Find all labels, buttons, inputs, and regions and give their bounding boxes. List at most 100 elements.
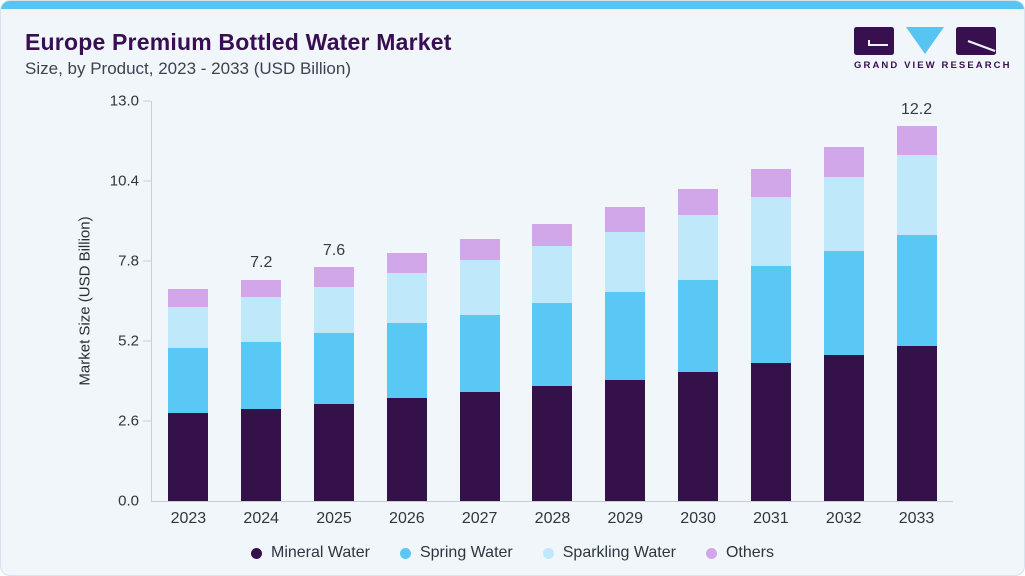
bar-2029-segment-others [605, 206, 646, 232]
x-tick-label-2032: 2032 [825, 510, 862, 527]
bar-2030-segment-others [678, 188, 719, 215]
bar-2026 [386, 101, 427, 501]
bar-2023-segment-spring-water [168, 348, 209, 414]
bar-2032 [823, 101, 864, 501]
legend: Mineral Water Spring Water Sparkling Water… [1, 544, 1024, 562]
y-tick-mark [143, 420, 151, 422]
bar-2027-segment-spring-water [459, 314, 500, 393]
bar-2026-segment-others [386, 252, 427, 273]
bar-2033: 12.2 [896, 100, 937, 501]
bar-2024-segment-spring-water [241, 341, 282, 409]
plot-area: 0.0 2.6 5.2 7.8 10.4 13.0 7.2 7.6 12.2 2023 2024… [110, 93, 953, 527]
bar-2029-segment-spring-water [605, 292, 646, 381]
y-tick-label: 13.0 [109, 92, 139, 110]
legend-dot-icon [542, 547, 554, 559]
bar-2033-segment-spring-water [896, 235, 937, 346]
bar-2027-segment-mineral-water [459, 392, 500, 501]
x-tick-label-2025: 2025 [316, 510, 352, 527]
total-label-2024: 7.2 [250, 254, 273, 272]
bar-2032-segment-others [823, 146, 864, 178]
bar-2030 [678, 101, 719, 501]
legend-dot-icon [399, 547, 411, 559]
bar-2028 [532, 101, 573, 501]
y-tick-mark [143, 180, 151, 182]
bar-2029-segment-sparkling-water [605, 231, 646, 293]
bar-2023 [168, 101, 209, 501]
bar-2033-segment-others [896, 125, 937, 156]
bar-2023-segment-sparkling-water [168, 306, 209, 349]
bar-2025-segment-spring-water [314, 333, 355, 404]
bar-2032-segment-sparkling-water [823, 177, 864, 251]
bar-2026-segment-mineral-water [386, 398, 427, 501]
legend-item-sparkling-water: Sparkling Water [542, 544, 676, 562]
bar-2027-segment-sparkling-water [459, 259, 500, 315]
x-tick-label-2026: 2026 [389, 510, 425, 527]
bar-2025-segment-sparkling-water [314, 286, 355, 334]
bar-2031 [750, 101, 791, 501]
bar-2030-segment-spring-water [678, 279, 719, 373]
bar-2025-segment-mineral-water [314, 403, 355, 501]
y-tick-label: 7.8 [118, 252, 139, 270]
legend-item-spring-water: Spring Water [399, 544, 513, 562]
bar-2023-segment-others [168, 288, 209, 307]
total-label-2025: 7.6 [322, 242, 346, 260]
bar-2028-segment-mineral-water [532, 386, 573, 501]
x-tick-label-2023: 2023 [170, 510, 207, 527]
legend-item-mineral-water: Mineral Water [250, 544, 370, 562]
bar-2029-segment-mineral-water [605, 380, 646, 501]
x-tick-label-2028: 2028 [534, 510, 571, 527]
bar-2026-segment-sparkling-water [386, 272, 427, 324]
bar-2031-segment-spring-water [750, 265, 791, 364]
x-tick-label-2030: 2030 [680, 510, 716, 527]
bar-2033-segment-mineral-water [896, 345, 937, 501]
legend-label: Spring Water [419, 544, 513, 561]
y-tick-mark [143, 100, 151, 102]
logo-text: GRAND VIEW RESEARCH [854, 60, 1012, 71]
legend-label: Others [725, 544, 774, 561]
bar-2028-segment-others [532, 223, 573, 246]
legend-dot-icon [705, 547, 717, 559]
bar-2033-segment-sparkling-water [896, 155, 937, 236]
bar-2030-segment-sparkling-water [678, 214, 719, 280]
bar-2024-segment-sparkling-water [241, 297, 282, 342]
bar-2023-segment-mineral-water [168, 413, 209, 501]
x-axis-labels: 2023 2024 2025 2026 2027 2028 2029 2030 2031 2032… [152, 510, 953, 528]
bar-2032-segment-spring-water [823, 250, 864, 356]
logo-r-mark-icon [956, 27, 996, 55]
bar-2024-segment-others [241, 279, 282, 298]
bar-2028-segment-sparkling-water [532, 245, 573, 304]
legend-label: Sparkling Water [562, 544, 676, 561]
y-axis-title: Market Size (USD Billion) [76, 216, 94, 386]
bars-container: 7.2 7.6 12.2 [152, 101, 953, 501]
y-tick-mark [143, 340, 151, 342]
y-tick-label: 5.2 [118, 332, 139, 350]
legend-item-others: Others [705, 544, 774, 562]
x-tick-label-2031: 2031 [753, 510, 789, 527]
y-tick-label: 10.4 [109, 172, 139, 190]
bar-2027-segment-others [459, 238, 500, 260]
bar-2032-segment-mineral-water [823, 355, 864, 501]
x-tick-label-2024: 2024 [243, 510, 280, 527]
x-tick-label-2027: 2027 [461, 510, 498, 527]
bar-2028-segment-spring-water [532, 303, 573, 387]
y-tick-label: 0.0 [118, 492, 139, 510]
bar-2025: 7.6 [314, 101, 355, 501]
logo-g-mark-icon [854, 27, 894, 55]
bar-2024-segment-mineral-water [241, 408, 282, 501]
bar-2025-segment-others [314, 267, 355, 287]
legend-label: Mineral Water [270, 544, 370, 561]
logo-v-mark-icon [906, 27, 944, 54]
bar-2031-segment-sparkling-water [750, 196, 791, 266]
bar-2031-segment-others [750, 168, 791, 197]
bar-2024: 7.2 [241, 101, 282, 501]
bar-2030-segment-mineral-water [678, 372, 719, 501]
bar-2031-segment-mineral-water [750, 363, 791, 501]
y-tick-label: 2.6 [118, 412, 139, 430]
chart-subtitle: Size, by Product, 2023 - 2033 (USD Billi… [25, 59, 351, 78]
total-label-2033: 12.2 [900, 100, 933, 118]
x-tick-label-2029: 2029 [607, 510, 644, 527]
legend-dot-icon [250, 547, 262, 559]
y-tick-mark [143, 260, 151, 262]
bar-2027 [459, 101, 500, 501]
